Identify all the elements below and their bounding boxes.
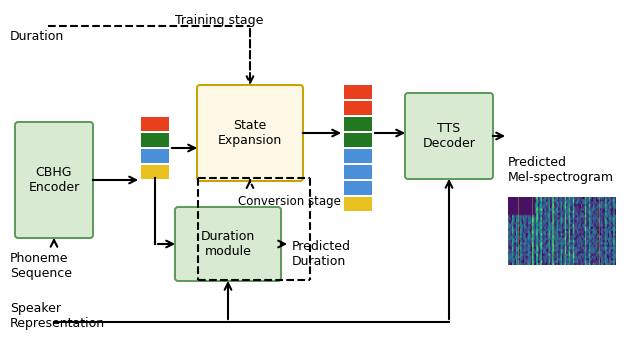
Text: Duration
module: Duration module xyxy=(201,230,255,258)
FancyBboxPatch shape xyxy=(15,122,93,238)
Text: Speaker
Representation: Speaker Representation xyxy=(10,302,105,330)
FancyBboxPatch shape xyxy=(344,197,372,211)
Text: Phoneme
Sequence: Phoneme Sequence xyxy=(10,252,72,280)
FancyBboxPatch shape xyxy=(344,181,372,195)
FancyBboxPatch shape xyxy=(141,117,169,131)
FancyBboxPatch shape xyxy=(175,207,281,281)
FancyBboxPatch shape xyxy=(141,149,169,163)
FancyBboxPatch shape xyxy=(197,85,303,181)
Text: TTS
Decoder: TTS Decoder xyxy=(422,122,476,150)
Text: Conversion stage: Conversion stage xyxy=(238,195,341,208)
FancyBboxPatch shape xyxy=(141,165,169,179)
Text: Training stage: Training stage xyxy=(175,14,264,27)
FancyBboxPatch shape xyxy=(344,117,372,131)
FancyBboxPatch shape xyxy=(344,165,372,179)
Text: CBHG
Encoder: CBHG Encoder xyxy=(28,166,79,194)
Text: State
Expansion: State Expansion xyxy=(218,119,282,147)
FancyBboxPatch shape xyxy=(344,101,372,115)
FancyBboxPatch shape xyxy=(141,133,169,147)
FancyBboxPatch shape xyxy=(344,149,372,163)
Text: Duration: Duration xyxy=(10,30,64,43)
Text: Predicted
Mel-spectrogram: Predicted Mel-spectrogram xyxy=(508,156,614,184)
FancyBboxPatch shape xyxy=(405,93,493,179)
FancyBboxPatch shape xyxy=(344,133,372,147)
FancyBboxPatch shape xyxy=(344,85,372,99)
Text: Predicted
Duration: Predicted Duration xyxy=(292,240,351,268)
